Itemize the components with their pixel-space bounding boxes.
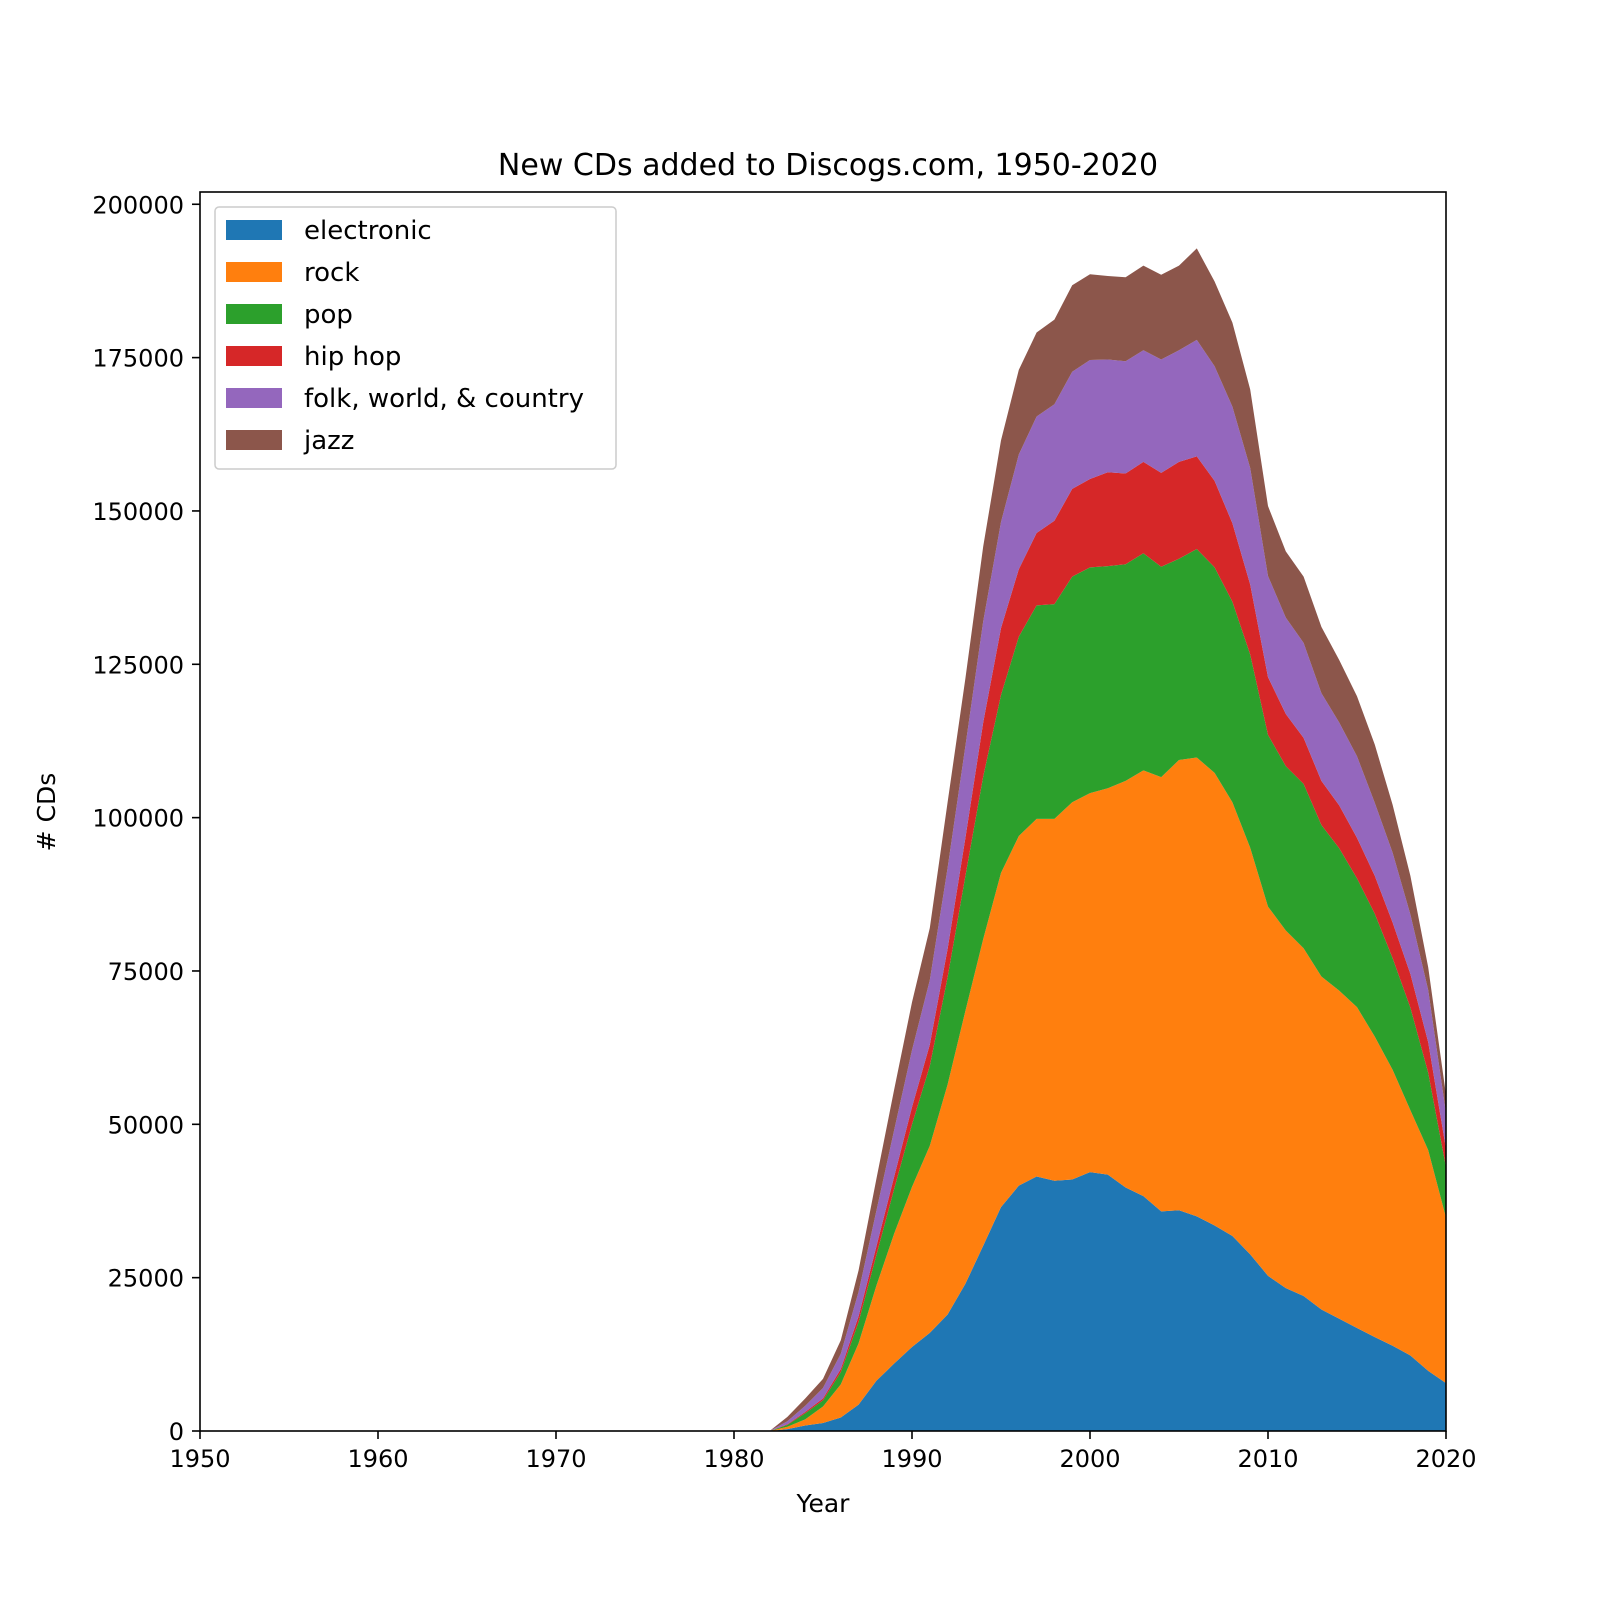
legend-swatch	[226, 388, 282, 408]
y-tick-label: 175000	[92, 345, 184, 373]
x-tick-label: 1970	[525, 1445, 586, 1473]
y-axis-ticks: 0 25000 50000 75000 100000 125000 150000 175000…	[92, 191, 200, 1446]
x-tick-label: 1990	[881, 1445, 942, 1473]
x-axis-ticks: 1950 1960 1970 1980 1990 2000 2010 2020	[169, 1431, 1477, 1473]
legend-box	[214, 206, 617, 470]
y-tick-label: 150000	[92, 498, 184, 526]
y-tick-label: 125000	[92, 651, 184, 679]
legend-label: rock	[304, 258, 359, 288]
legend: electronic rock pop hip hop folk, world, & c…	[214, 206, 617, 470]
area-pop	[769, 548, 1446, 1431]
x-tick-label: 1980	[703, 1445, 764, 1473]
plot-areas	[769, 248, 1446, 1432]
y-tick-label: 100000	[92, 805, 184, 833]
y-tick-label: 200000	[92, 191, 184, 219]
x-tick-label: 2020	[1415, 1445, 1476, 1473]
area-rock	[769, 757, 1446, 1431]
legend-swatch	[226, 262, 282, 282]
legend-label: jazz	[303, 426, 354, 456]
legend-swatch	[226, 346, 282, 366]
x-tick-label: 2010	[1237, 1445, 1298, 1473]
legend-label: electronic	[304, 216, 432, 246]
area-hip-hop	[769, 456, 1446, 1431]
chart-title: New CDs added to Discogs.com, 1950-2020	[498, 148, 1158, 183]
y-tick-label: 75000	[108, 958, 184, 986]
x-tick-label: 2000	[1059, 1445, 1120, 1473]
legend-swatch	[226, 430, 282, 450]
legend-swatch	[226, 304, 282, 324]
area-jazz	[769, 248, 1446, 1432]
y-tick-label: 50000	[108, 1111, 184, 1139]
x-tick-label: 1960	[347, 1445, 408, 1473]
x-axis-label: Year	[796, 1489, 851, 1518]
legend-label: hip hop	[304, 342, 401, 372]
y-tick-label: 25000	[108, 1265, 184, 1293]
legend-label: folk, world, & country	[304, 384, 584, 414]
area-folk-world-country	[769, 339, 1446, 1431]
x-tick-label: 1950	[169, 1445, 230, 1473]
legend-label: pop	[304, 300, 353, 330]
legend-swatch	[226, 220, 282, 240]
y-axis-label: # CDs	[32, 773, 61, 852]
area-electronic	[769, 1172, 1446, 1431]
plot-frame	[199, 191, 1447, 1432]
y-tick-label: 0	[169, 1418, 184, 1446]
